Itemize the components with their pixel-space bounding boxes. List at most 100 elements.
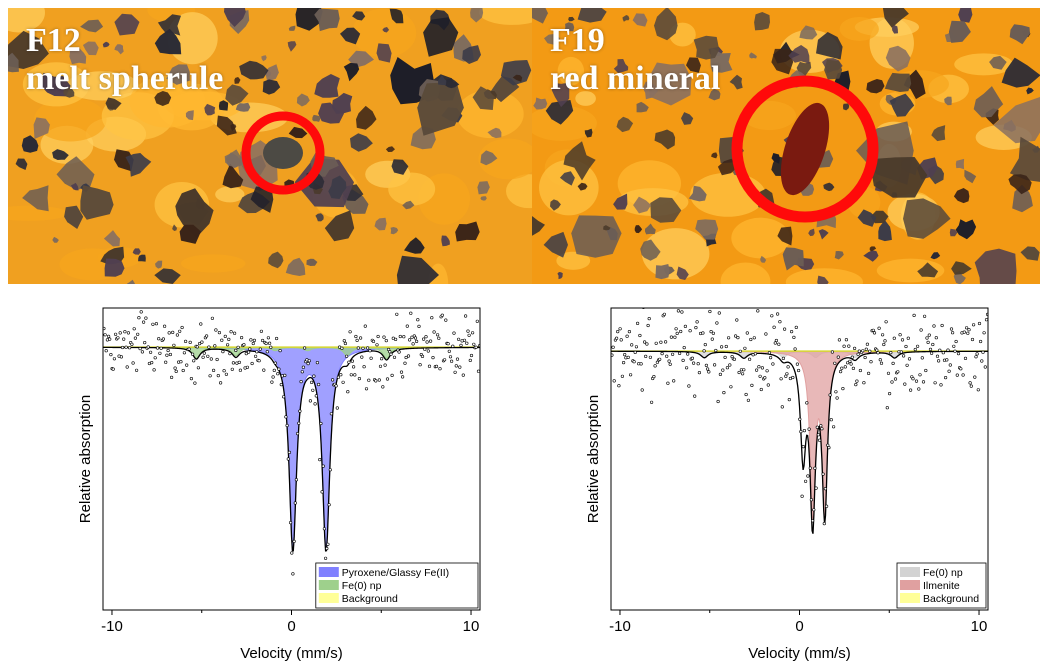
data-point (634, 345, 638, 349)
data-point (377, 378, 381, 382)
photo-grain (157, 14, 181, 36)
photo-grain (22, 185, 49, 212)
data-point (914, 379, 919, 383)
photo-grain (708, 88, 721, 101)
data-point (158, 351, 162, 355)
data-point (401, 375, 405, 379)
photo-grain (224, 8, 246, 27)
data-point (850, 355, 854, 359)
data-point (828, 393, 832, 397)
data-point (173, 366, 177, 370)
data-point (406, 354, 411, 358)
data-point (346, 390, 350, 394)
data-point (748, 357, 752, 361)
data-point (676, 309, 680, 313)
photo-grain (543, 231, 568, 258)
photo-grain (958, 8, 973, 23)
data-point (633, 350, 637, 355)
photo-grain (404, 237, 425, 254)
photo-highlight (215, 186, 245, 203)
data-point (224, 372, 228, 376)
data-point (220, 338, 224, 342)
data-point (343, 341, 348, 346)
data-point (467, 333, 471, 337)
data-point (291, 572, 295, 576)
data-point (312, 374, 316, 378)
data-point (417, 324, 421, 329)
data-point (612, 379, 616, 383)
legend-box (315, 562, 479, 609)
data-point (405, 324, 409, 328)
data-point (813, 466, 817, 470)
photo-label-f12: F12 melt spherule (26, 22, 223, 98)
data-point (354, 334, 358, 339)
photo-grain (441, 235, 450, 247)
data-point (462, 338, 467, 342)
data-point (753, 352, 757, 356)
data-point (738, 349, 742, 353)
data-point (209, 357, 213, 361)
legend-swatch (318, 593, 339, 603)
data-point (798, 417, 802, 421)
data-point (879, 361, 884, 365)
data-point (447, 349, 451, 353)
photo-grain (224, 149, 246, 168)
data-point (380, 357, 384, 361)
data-point (416, 318, 420, 322)
data-point (925, 336, 929, 340)
data-point (255, 350, 259, 354)
data-point (142, 320, 146, 324)
y-axis-title: Relative absorption (585, 395, 602, 523)
photo-grain (857, 209, 877, 227)
photo-grain (636, 101, 649, 113)
photo-highlight (388, 172, 436, 206)
data-point (385, 377, 390, 381)
data-point (750, 383, 754, 387)
x-tick-label: 10 (463, 618, 480, 635)
data-point (899, 350, 903, 354)
data-point (839, 369, 843, 374)
data-point (146, 345, 150, 349)
photo-grain (777, 226, 793, 246)
photo-grain (250, 186, 274, 213)
data-point (348, 330, 352, 334)
data-point (214, 328, 218, 332)
photo-grain (1009, 136, 1040, 182)
photo-grain (878, 220, 892, 242)
data-point (426, 349, 430, 353)
photo-grain (423, 17, 459, 57)
data-point (340, 346, 344, 350)
data-point (245, 365, 249, 369)
photo-highlight (180, 254, 246, 273)
photo-grain (564, 22, 575, 32)
photo-label-f12-desc: melt spherule (26, 60, 224, 97)
data-point (970, 337, 975, 342)
legend-swatch (900, 580, 920, 590)
data-point (869, 360, 873, 364)
data-point (244, 351, 248, 356)
data-point (308, 399, 313, 403)
photo-grain (944, 96, 952, 106)
photo-grain (989, 55, 1007, 70)
data-point (206, 354, 210, 358)
photo-grain (138, 254, 146, 262)
photo-grain (816, 32, 843, 60)
data-point (825, 504, 829, 508)
data-point (843, 365, 847, 369)
data-point (814, 486, 818, 490)
data-point (189, 376, 193, 381)
data-point (881, 333, 885, 337)
photo-grain (374, 217, 387, 231)
photo-grain (312, 114, 321, 122)
data-point (438, 367, 442, 371)
data-point (120, 345, 125, 350)
data-point (696, 362, 700, 366)
data-point (611, 353, 614, 357)
data-point (823, 487, 828, 491)
data-point (718, 372, 722, 376)
data-point (735, 318, 739, 322)
photo-highlight (456, 89, 524, 139)
data-point (430, 316, 434, 320)
data-point (805, 401, 809, 405)
